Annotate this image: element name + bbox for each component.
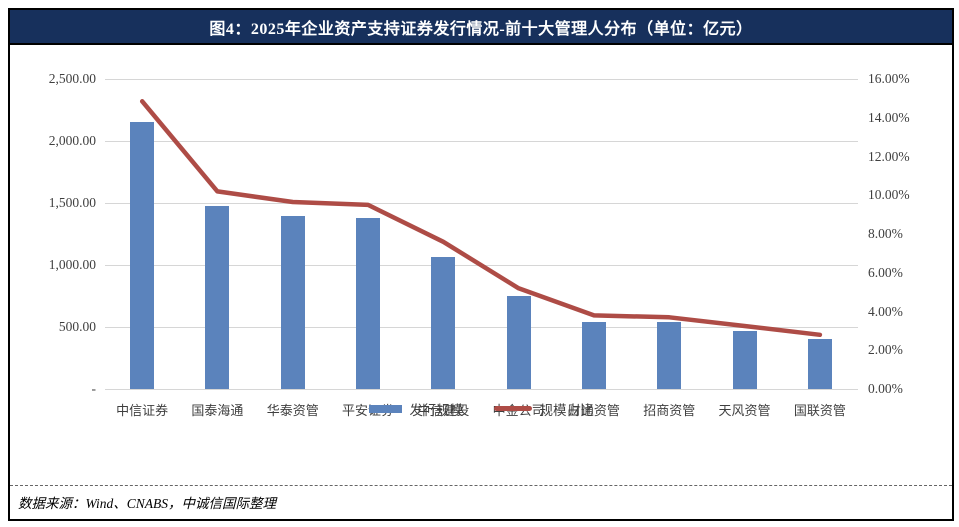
left-axis-tick-label: 500.00 xyxy=(58,319,96,334)
figure-title-bar: 图4：2025年企业资产支持证券发行情况-前十大管理人分布（单位：亿元） xyxy=(10,10,952,45)
legend-item-bar-series: 发行规模 xyxy=(368,399,464,419)
source-note: 数据来源：Wind、CNABS，中诚信国际整理 xyxy=(18,496,277,511)
category-label: 国泰海通 xyxy=(191,403,244,418)
bar-平安证券 xyxy=(356,218,381,389)
gridline xyxy=(104,389,858,390)
right-axis-tick-label: 2.00% xyxy=(868,342,903,358)
gridline xyxy=(104,79,858,80)
bar-国泰海通 xyxy=(205,205,230,389)
bar-series-swatch-icon xyxy=(368,404,402,413)
chart-plot-area: 2,500.00 2,000.00 1,500.00 1,000.00 500.00 - 1… xyxy=(10,47,952,485)
category-label: 华泰资管 xyxy=(266,403,319,418)
legend-label-line-series: 规模占比 xyxy=(539,402,594,418)
right-axis-tick-label: 14.00% xyxy=(868,109,910,125)
right-axis-tick-label: 16.00% xyxy=(868,71,910,86)
right-axis-tick-label: 6.00% xyxy=(868,264,903,280)
bar-天风资管 xyxy=(732,330,757,389)
bar-中信证券 xyxy=(130,122,155,389)
right-axis-tick-label: 0.00% xyxy=(868,381,903,396)
left-axis-tick-label: - xyxy=(91,381,97,396)
line-series-swatch-icon xyxy=(493,406,532,411)
left-axis-tick-label: 2,500.00 xyxy=(48,71,96,86)
category-label: 财通资管 xyxy=(567,403,620,418)
bar-财通资管 xyxy=(581,322,606,389)
right-axis-tick-label: 4.00% xyxy=(868,303,903,319)
bar-招商资管 xyxy=(657,322,682,389)
chart-legend: 发行规模 规模占比 xyxy=(10,399,952,419)
category-label: 中信建投 xyxy=(417,403,470,418)
bar-国联资管 xyxy=(807,338,832,389)
figure-title: 图4：2025年企业资产支持证券发行情况-前十大管理人分布（单位：亿元） xyxy=(209,20,753,38)
bar-华泰资管 xyxy=(280,215,305,389)
right-axis-tick-label: 12.00% xyxy=(868,148,910,164)
legend-label-bar-series: 发行规模 xyxy=(409,402,464,418)
dotted-divider xyxy=(10,485,952,486)
legend-item-line-series: 规模占比 xyxy=(493,399,594,419)
category-label: 招商资管 xyxy=(643,403,696,418)
gridline xyxy=(104,141,858,142)
left-axis-tick-label: 2,000.00 xyxy=(48,133,96,148)
category-label: 天风资管 xyxy=(718,403,771,418)
category-label: 国联资管 xyxy=(793,403,846,418)
gridline xyxy=(104,203,858,204)
right-axis-tick-label: 8.00% xyxy=(868,226,903,241)
bar-中金公司 xyxy=(506,296,531,389)
left-axis-tick-label: 1,500.00 xyxy=(48,195,96,210)
left-axis-tick-label: 1,000.00 xyxy=(48,257,96,272)
category-label: 中信证券 xyxy=(116,403,169,418)
figure-frame: 图4：2025年企业资产支持证券发行情况-前十大管理人分布（单位：亿元） 2,5… xyxy=(8,8,954,521)
bar-中信建投 xyxy=(431,256,456,389)
right-axis-tick-label: 10.00% xyxy=(868,187,910,203)
